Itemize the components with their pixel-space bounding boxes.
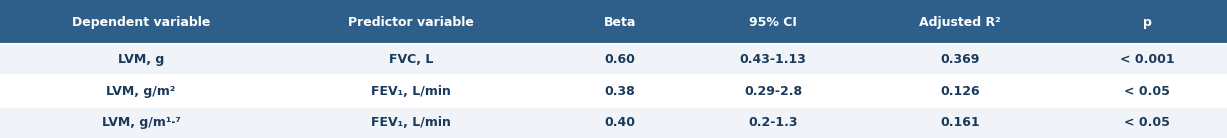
Text: FEV₁, L/min: FEV₁, L/min <box>371 116 452 129</box>
Text: 0.43-1.13: 0.43-1.13 <box>740 53 806 66</box>
Bar <box>0 44 1227 75</box>
Text: 0.2-1.3: 0.2-1.3 <box>748 116 798 129</box>
Bar <box>0 75 1227 107</box>
Text: 0.60: 0.60 <box>604 53 636 66</box>
Text: LVM, g/m¹˗⁷: LVM, g/m¹˗⁷ <box>102 116 180 129</box>
Text: Beta: Beta <box>604 16 636 29</box>
Text: LVM, g: LVM, g <box>118 53 164 66</box>
Text: FVC, L: FVC, L <box>389 53 433 66</box>
Text: 0.126: 0.126 <box>940 85 980 98</box>
Text: FEV₁, L/min: FEV₁, L/min <box>371 85 452 98</box>
Text: < 0.05: < 0.05 <box>1124 85 1171 98</box>
Text: < 0.05: < 0.05 <box>1124 116 1171 129</box>
Bar <box>0 107 1227 138</box>
Text: LVM, g/m²: LVM, g/m² <box>107 85 175 98</box>
Text: < 0.001: < 0.001 <box>1120 53 1174 66</box>
Text: 0.38: 0.38 <box>604 85 636 98</box>
Text: Predictor variable: Predictor variable <box>348 16 474 29</box>
Text: 95% CI: 95% CI <box>748 16 798 29</box>
Text: 0.29-2.8: 0.29-2.8 <box>744 85 802 98</box>
Text: 0.40: 0.40 <box>604 116 636 129</box>
Bar <box>0 0 1227 44</box>
Text: Dependent variable: Dependent variable <box>72 16 210 29</box>
Text: p: p <box>1142 16 1152 29</box>
Text: 0.161: 0.161 <box>940 116 980 129</box>
Text: Adjusted R²: Adjusted R² <box>919 16 1001 29</box>
Text: 0.369: 0.369 <box>940 53 980 66</box>
